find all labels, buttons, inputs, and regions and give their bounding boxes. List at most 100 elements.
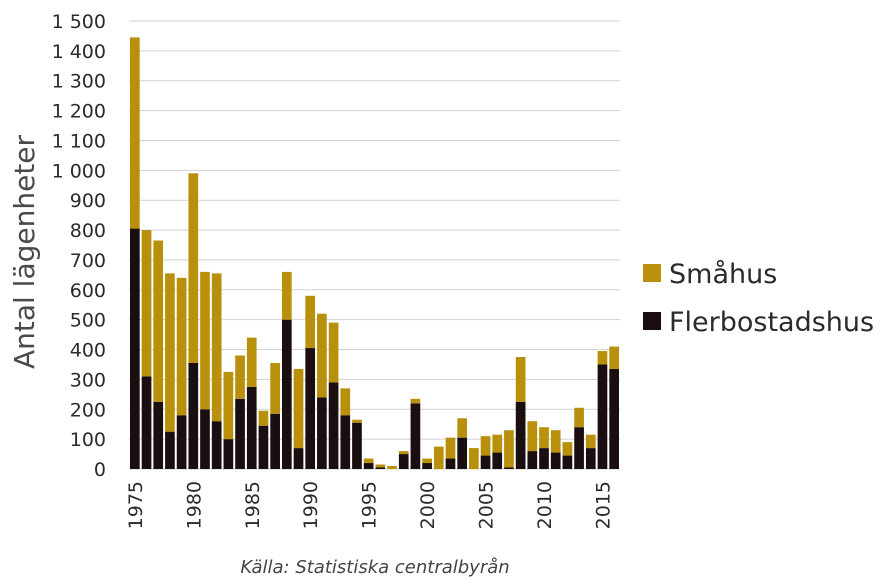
bar-småhus-1997 xyxy=(387,466,397,469)
bar-flerbostadshus-2014 xyxy=(585,448,596,469)
bar-småhus-1984 xyxy=(235,355,245,399)
bar-flerbostadshus-1988 xyxy=(281,319,292,469)
bar-flerbostadshus-1979 xyxy=(176,415,187,469)
bar-småhus-2010 xyxy=(539,427,549,449)
bar-småhus-2014 xyxy=(585,434,596,449)
bar-flerbostadshus-1990 xyxy=(305,348,316,469)
bar-flerbostadshus-1981 xyxy=(200,409,210,469)
y-tick-label: 100 xyxy=(70,429,106,451)
y-tick-label: 1 500 xyxy=(52,11,106,33)
bar-småhus-2005 xyxy=(480,436,491,456)
bar-flerbostadshus-2007 xyxy=(504,467,514,469)
bar-flerbostadshus-2009 xyxy=(527,451,538,469)
legend-swatch xyxy=(643,312,661,330)
bar-småhus-1976 xyxy=(141,230,152,377)
bar-småhus-1998 xyxy=(398,451,409,455)
bar-flerbostadshus-1982 xyxy=(211,421,222,469)
bars xyxy=(130,37,619,469)
bar-flerbostadshus-1999 xyxy=(410,403,421,469)
bar-småhus-1995 xyxy=(363,458,374,464)
bar-småhus-1975 xyxy=(130,37,140,229)
bar-småhus-2012 xyxy=(562,442,573,456)
bar-flerbostadshus-2016 xyxy=(609,368,619,469)
y-tick-label: 1 000 xyxy=(52,160,106,182)
bar-flerbostadshus-1991 xyxy=(317,397,327,469)
bar-flerbostadshus-2008 xyxy=(515,401,526,469)
x-tick-label: 1995 xyxy=(359,481,381,529)
y-tick-label: 600 xyxy=(70,280,106,302)
bar-flerbostadshus-1978 xyxy=(165,431,175,469)
bar-småhus-1996 xyxy=(375,464,386,468)
bar-småhus-2003 xyxy=(457,418,468,438)
bar-småhus-1992 xyxy=(328,322,339,383)
bar-småhus-2002 xyxy=(445,437,456,459)
bar-småhus-1999 xyxy=(410,398,421,404)
bar-småhus-1993 xyxy=(340,388,351,416)
bar-flerbostadshus-1980 xyxy=(188,362,199,469)
y-tick-label: 200 xyxy=(70,399,106,421)
bar-flerbostadshus-1998 xyxy=(398,454,409,469)
x-tick-label: 2000 xyxy=(417,481,439,529)
x-axis-ticks: 1975 1980 1985 1990 1995 2000 2005 2010 2015 xyxy=(125,481,615,529)
bar-flerbostadshus-1993 xyxy=(340,415,351,469)
y-tick-label: 1 400 xyxy=(52,41,106,63)
source-note: Källa: Statistiska centralbyrån xyxy=(240,557,509,578)
bar-småhus-1989 xyxy=(293,368,304,449)
legend-label: Flerbostadshus xyxy=(669,307,874,338)
y-tick-label: 1 300 xyxy=(52,71,106,93)
y-tick-label: 1 200 xyxy=(52,101,106,123)
y-tick-label: 900 xyxy=(70,190,106,212)
x-tick-label: 2010 xyxy=(534,481,556,529)
gridlines xyxy=(129,20,620,470)
bar-småhus-1977 xyxy=(153,240,164,402)
legend: Småhus Flerbostadshus xyxy=(643,259,874,338)
bar-flerbostadshus-1984 xyxy=(235,398,245,469)
bar-flerbostadshus-1989 xyxy=(293,448,304,469)
bar-småhus-2015 xyxy=(597,351,608,365)
bar-småhus-1990 xyxy=(305,295,316,349)
bar-flerbostadshus-1987 xyxy=(270,413,280,469)
bar-flerbostadshus-1976 xyxy=(141,376,152,469)
bar-flerbostadshus-1992 xyxy=(328,382,339,469)
bar-småhus-1978 xyxy=(165,273,175,432)
bar-småhus-1994 xyxy=(352,419,362,423)
bar-flerbostadshus-1986 xyxy=(258,425,269,469)
bar-småhus-1991 xyxy=(317,313,327,398)
x-tick-label: 1975 xyxy=(125,481,147,529)
x-tick-label: 1985 xyxy=(242,481,264,529)
bar-flerbostadshus-2005 xyxy=(480,455,491,469)
y-tick-label: 300 xyxy=(70,369,106,391)
bar-småhus-1981 xyxy=(200,271,210,410)
bar-småhus-1988 xyxy=(281,271,292,320)
y-tick-label: 0 xyxy=(94,459,106,481)
y-tick-label: 700 xyxy=(70,250,106,272)
legend-label: Småhus xyxy=(669,259,777,290)
bar-småhus-1985 xyxy=(246,337,257,387)
bar-småhus-2013 xyxy=(574,407,584,428)
bar-flerbostadshus-2000 xyxy=(422,463,432,469)
bar-flerbostadshus-2006 xyxy=(492,452,503,469)
bar-småhus-2007 xyxy=(504,430,514,468)
y-tick-label: 800 xyxy=(70,220,106,242)
bar-flerbostadshus-1995 xyxy=(363,463,374,469)
legend-swatch xyxy=(643,264,661,282)
bar-flerbostadshus-1983 xyxy=(223,439,234,469)
x-tick-label: 2005 xyxy=(476,481,498,529)
bar-småhus-2009 xyxy=(527,421,538,452)
bar-småhus-2001 xyxy=(433,446,444,469)
bar-flerbostadshus-2012 xyxy=(562,455,573,469)
bar-flerbostadshus-1975 xyxy=(130,228,140,469)
bar-småhus-1979 xyxy=(176,277,187,416)
bar-småhus-2008 xyxy=(515,357,526,402)
bar-småhus-1986 xyxy=(258,410,269,426)
bar-flerbostadshus-2011 xyxy=(550,452,561,469)
y-tick-label: 500 xyxy=(70,310,106,332)
y-tick-label: 1 100 xyxy=(52,130,106,152)
bar-småhus-2004 xyxy=(469,448,479,469)
bar-flerbostadshus-2010 xyxy=(539,448,549,469)
bar-flerbostadshus-1977 xyxy=(153,401,164,469)
x-tick-label: 1980 xyxy=(183,481,205,529)
bar-flerbostadshus-2013 xyxy=(574,427,584,469)
bar-småhus-2011 xyxy=(550,430,561,453)
